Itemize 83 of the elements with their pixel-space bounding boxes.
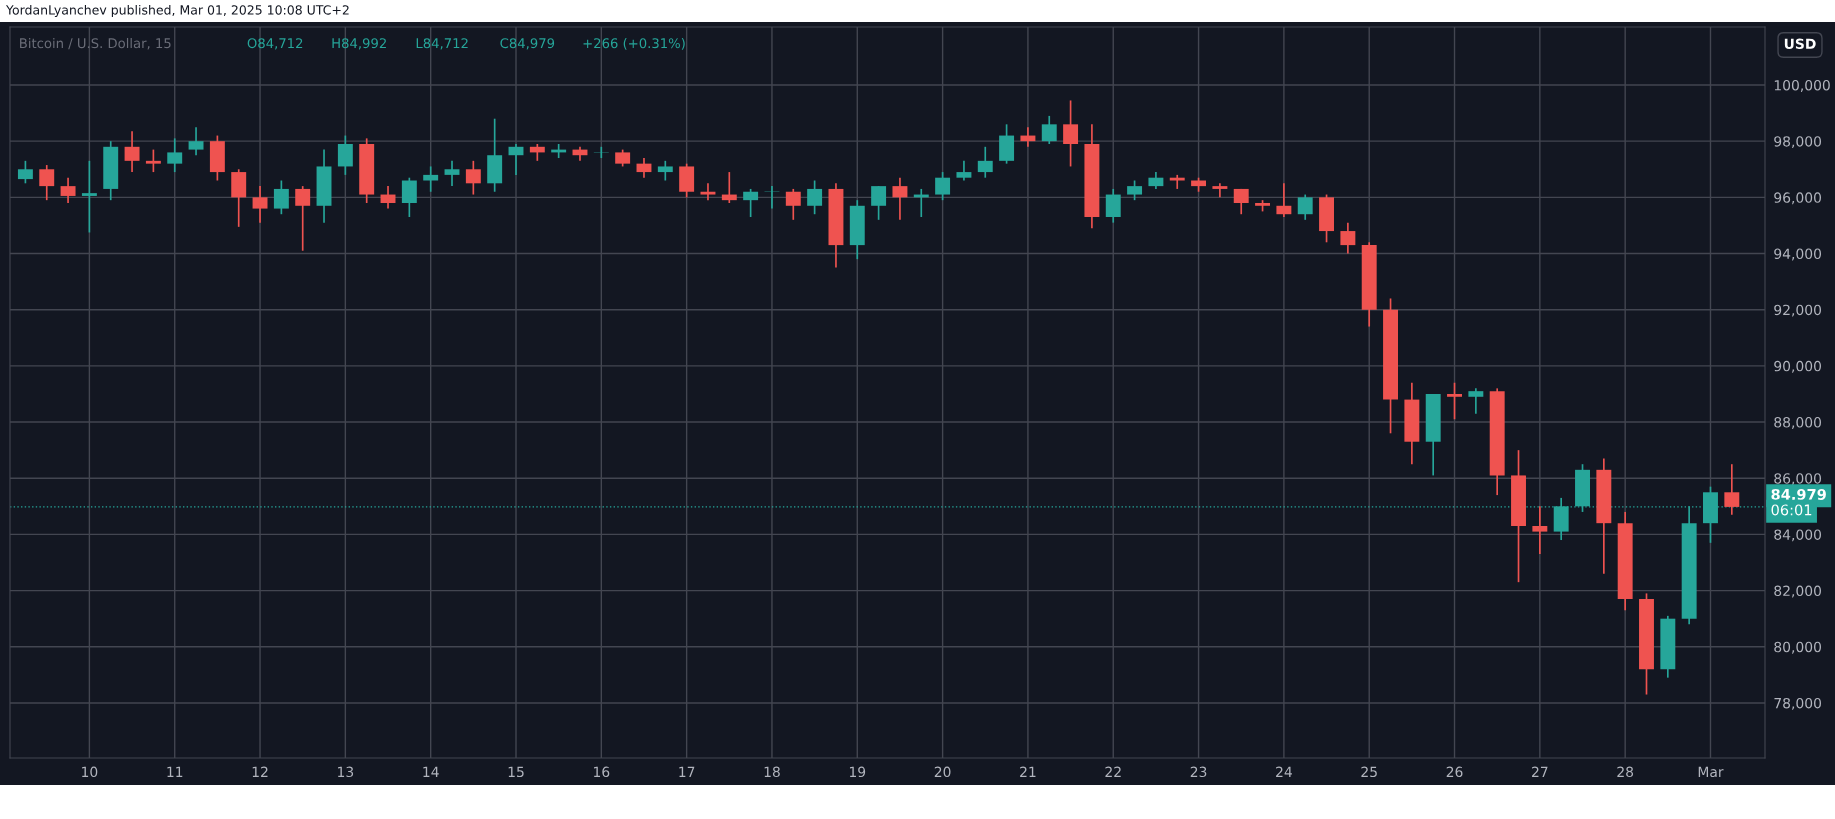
y-tick-label: 96,000 [1774,192,1822,205]
candlestick [1063,99,1079,168]
candlestick [188,126,204,157]
candlestick [764,185,780,210]
candlestick [956,160,972,182]
candlestick [81,160,97,234]
y-tick-label: 88,000 [1774,417,1822,429]
candlestick [807,179,823,216]
annotation: C84,979 [500,38,555,50]
candlestick [337,134,353,176]
candlestick [871,185,887,221]
candlestick [167,137,183,173]
y-tick-label: 80,000 [1774,641,1822,654]
y-tick-label: 86,000 [1774,473,1822,486]
text: Bitcoin / U.S. Dollar, 15 [20,37,171,50]
annotation: L84,712 [416,38,468,50]
candlestick [657,160,673,182]
candlestick [60,176,76,204]
candlestick [1233,188,1249,216]
x-tick-label: 21 [1020,766,1036,777]
x-tick-label: 27 [1532,766,1548,777]
x-tick-label: Mar [1698,766,1724,778]
y-tick-label: 78,000 [1774,697,1822,710]
y-tick-label: 82,000 [1774,585,1822,598]
y-tick-label: 100,000 [1774,79,1830,92]
candlestick [273,179,289,216]
x-tick-label: 11 [167,766,183,777]
candlestick [444,160,460,187]
candlestick [1724,463,1740,516]
x-tick-label: 22 [1105,766,1121,777]
candlestick [785,188,801,221]
y-tick-label: 90,000 [1774,360,1822,373]
candlestick [1276,182,1292,218]
annotation: O84,712 [247,38,303,50]
annotation: H84,992 [332,38,386,50]
x-tick-label: 26 [1446,766,1463,778]
candlestick [1105,188,1121,224]
candlestick [1468,387,1484,415]
chart-title: YordanLyanchev published, Mar 01, 2025 10:08 UTC+2 [5,4,349,18]
candlestick [401,176,417,218]
text: 06:01 [1771,504,1812,516]
candlestick [17,160,33,185]
x-tick-label: 20 [934,766,951,778]
x-tick-label: 28 [1617,766,1634,778]
candlestick [295,185,311,252]
candlestick [1340,221,1356,255]
candlestick [1297,193,1313,221]
annotation: +266 (+0.31%) [583,37,685,50]
x-tick-label: 15 [508,766,524,778]
candlestick [1212,182,1228,199]
candlestick [423,165,439,193]
y-tick-label: 94,000 [1774,248,1822,261]
x-tick-label: 25 [1361,766,1377,778]
x-tick-label: 16 [594,766,610,778]
x-tick-label: 24 [1276,766,1292,777]
candlestick [977,145,993,179]
x-tick-label: 13 [338,766,354,778]
candlestick [700,182,716,201]
candlestick [252,185,268,224]
candlestick [743,188,759,218]
candlestick [124,130,140,173]
x-tick-label: 23 [1190,766,1207,778]
x-tick-label: 12 [252,766,268,777]
candlestick [892,176,908,221]
candlestick [1127,179,1143,201]
text: USD [1784,38,1816,50]
x-tick-label: 17 [679,766,695,777]
x-tick-label: 14 [423,766,439,777]
x-tick-label: 10 [82,766,98,778]
x-tick-label: 18 [764,766,780,778]
candlestick [935,171,951,201]
ref-line-label: 84,979 [1771,488,1826,502]
candlestick [1447,381,1462,421]
y-tick-label: 92,000 [1774,304,1822,317]
candlestick [1041,115,1057,145]
candlestick [1532,505,1548,555]
x-tick-label: 19 [849,766,866,778]
candlestick [1169,174,1185,190]
y-tick-label: 84,000 [1774,529,1822,542]
candlestick [145,148,161,173]
candlestick [465,160,481,196]
y-tick-label: 98,000 [1774,136,1822,149]
candlestick [39,164,55,201]
